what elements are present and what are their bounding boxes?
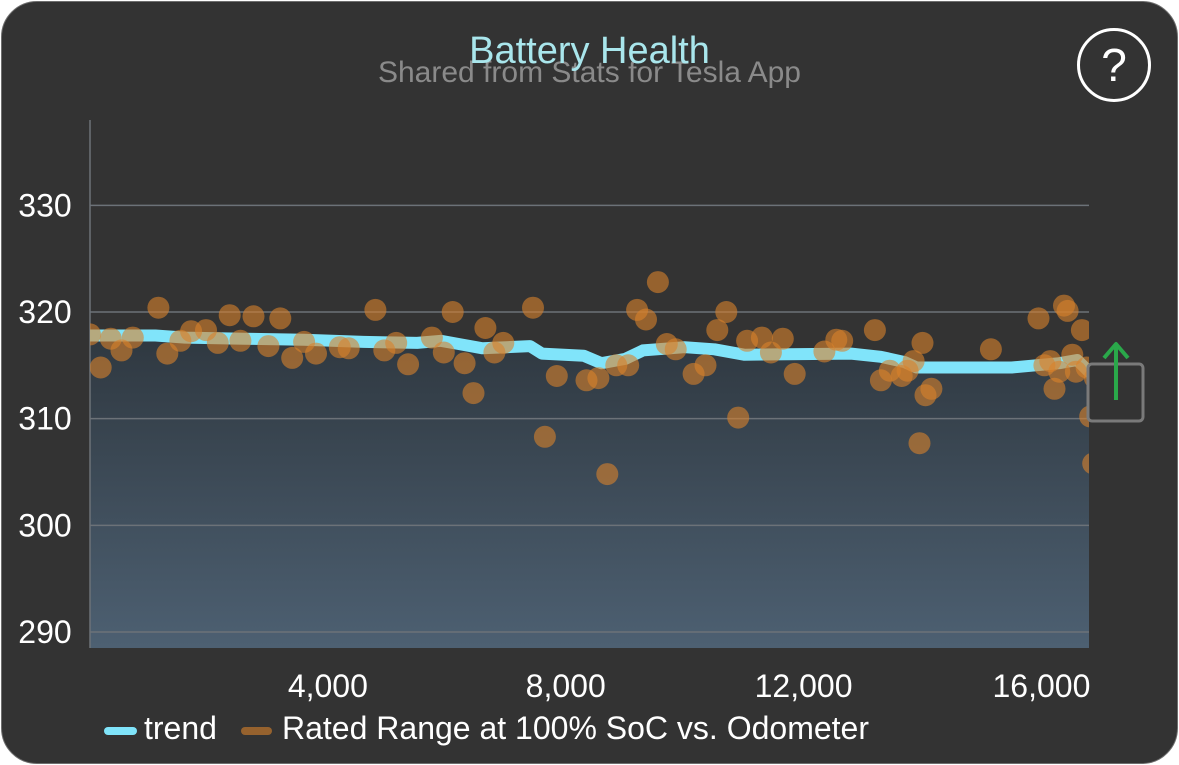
data-point-0 — [90, 323, 101, 346]
data-point-23 — [385, 331, 408, 354]
data-point-24 — [397, 353, 420, 376]
data-point-69 — [979, 338, 1002, 361]
x-tick-labels: 4,000 8,000 12,000 16,000 — [288, 668, 1091, 704]
share-icon[interactable] — [1083, 338, 1149, 428]
data-point-77 — [1061, 343, 1084, 366]
data-point-34 — [533, 425, 556, 448]
data-point-11 — [218, 304, 241, 327]
data-point-37 — [587, 367, 610, 390]
data-point-35 — [545, 365, 568, 387]
data-point-49 — [715, 301, 738, 323]
data-point-66 — [911, 331, 934, 354]
data-point-45 — [664, 338, 687, 361]
data-point-64 — [902, 350, 925, 373]
data-point-65 — [908, 432, 931, 455]
data-point-79 — [1070, 319, 1089, 342]
y-tick-labels: 290 300 310 320 330 — [18, 187, 71, 650]
legend-range-swatch — [241, 727, 272, 735]
data-point-82 — [1082, 453, 1089, 474]
x-tick-label-4000: 4,000 — [288, 668, 368, 704]
range-points-series — [90, 271, 1089, 486]
data-point-73 — [1043, 377, 1066, 400]
data-point-68 — [920, 377, 943, 400]
help-button[interactable]: ? — [1077, 28, 1151, 102]
x-tick-label-8000: 8,000 — [526, 668, 606, 704]
data-point-76 — [1056, 299, 1079, 322]
data-point-20 — [337, 337, 360, 360]
data-point-70 — [1027, 307, 1050, 330]
data-point-43 — [646, 271, 669, 294]
data-point-50 — [727, 406, 750, 429]
data-point-15 — [269, 307, 292, 330]
data-point-14 — [257, 335, 280, 358]
data-point-5 — [147, 296, 170, 319]
data-point-13 — [242, 305, 265, 328]
legend-trend-label: trend — [144, 710, 217, 746]
data-point-21 — [364, 298, 387, 321]
data-point-25 — [420, 326, 443, 349]
data-point-1 — [90, 356, 112, 379]
data-point-74 — [1048, 360, 1071, 383]
legend-range-label: Rated Range at 100% SoC vs. Odometer — [282, 710, 869, 746]
data-point-28 — [453, 352, 476, 375]
data-point-18 — [305, 342, 327, 365]
data-point-40 — [617, 354, 640, 377]
data-point-16 — [281, 346, 304, 369]
legend-trend-swatch — [104, 727, 137, 735]
question-mark-icon: ? — [1101, 39, 1127, 91]
trend-area-fill — [90, 335, 1089, 648]
y-tick-label-290: 290 — [18, 614, 71, 650]
data-point-38 — [596, 463, 619, 486]
y-tick-label-300: 300 — [18, 507, 71, 543]
data-point-12 — [229, 329, 252, 352]
data-point-58 — [831, 329, 854, 352]
data-point-27 — [441, 301, 464, 323]
data-point-55 — [783, 362, 806, 385]
y-tick-label-320: 320 — [18, 294, 71, 330]
x-tick-label-12000: 12,000 — [755, 668, 853, 704]
chart-title: Battery Health — [469, 30, 710, 72]
data-point-30 — [474, 317, 497, 339]
data-point-42 — [635, 308, 657, 331]
x-tick-label-16000: 16,000 — [992, 668, 1090, 704]
data-point-33 — [522, 296, 544, 319]
data-point-47 — [694, 354, 717, 377]
data-point-48 — [706, 319, 729, 342]
data-point-4 — [121, 326, 144, 349]
data-point-26 — [432, 341, 455, 364]
chart-subtitle: Shared from Stats for Tesla App — [377, 56, 801, 89]
data-point-10 — [206, 331, 229, 354]
y-tick-label-330: 330 — [18, 187, 71, 223]
trend-area — [90, 335, 1089, 648]
y-tick-label-310: 310 — [18, 401, 71, 437]
data-point-59 — [863, 319, 886, 342]
data-point-32 — [492, 331, 515, 354]
data-point-54 — [771, 327, 794, 350]
data-point-29 — [462, 382, 485, 405]
